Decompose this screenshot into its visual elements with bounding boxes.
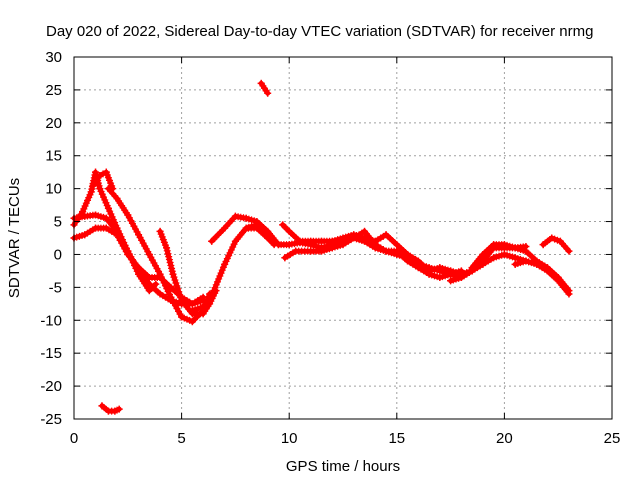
x-tick-label: 5 [177, 430, 185, 447]
y-tick-label: -25 [40, 411, 62, 428]
y-tick-label: 10 [45, 181, 62, 198]
data-layer [70, 79, 573, 415]
series-markers-6 [156, 227, 219, 318]
y-tick-label: -15 [40, 345, 62, 362]
tick-layer: 0 5 10 15 20 25 -25 -20 -15 -10 -5 0 5 10 15 20 25 30 [40, 49, 620, 447]
grid-layer [74, 57, 612, 419]
series-markers-14 [511, 257, 571, 296]
y-tick-label: -10 [40, 312, 62, 329]
y-tick-label: -20 [40, 378, 62, 395]
y-tick-label: 0 [54, 246, 62, 263]
x-tick-label: 20 [496, 430, 513, 447]
series-markers-11 [281, 227, 463, 281]
plot-frame [73, 56, 613, 420]
series-markers-17 [98, 402, 121, 415]
series-markers-15 [539, 234, 571, 253]
series-markers-8 [208, 212, 281, 246]
x-tick-label: 0 [70, 430, 78, 447]
x-tick-label: 10 [281, 430, 298, 447]
y-tick-label: 15 [45, 148, 62, 165]
y-tick-label: 25 [45, 82, 62, 99]
y-tick-label: 5 [54, 214, 62, 231]
series-markers-16 [257, 79, 270, 95]
x-axis-label: GPS time / hours [286, 458, 400, 475]
x-tick-label: 15 [388, 430, 405, 447]
y-tick-label: 20 [45, 115, 62, 132]
chart-title: Day 020 of 2022, Sidereal Day-to-day VTE… [46, 23, 593, 40]
y-tick-label: -5 [49, 279, 62, 296]
series-markers-4 [89, 168, 116, 190]
y-axis-label: SDTVAR / TECUs [6, 178, 23, 298]
x-tick-label: 25 [604, 430, 621, 447]
y-tick-label: 30 [45, 49, 62, 66]
